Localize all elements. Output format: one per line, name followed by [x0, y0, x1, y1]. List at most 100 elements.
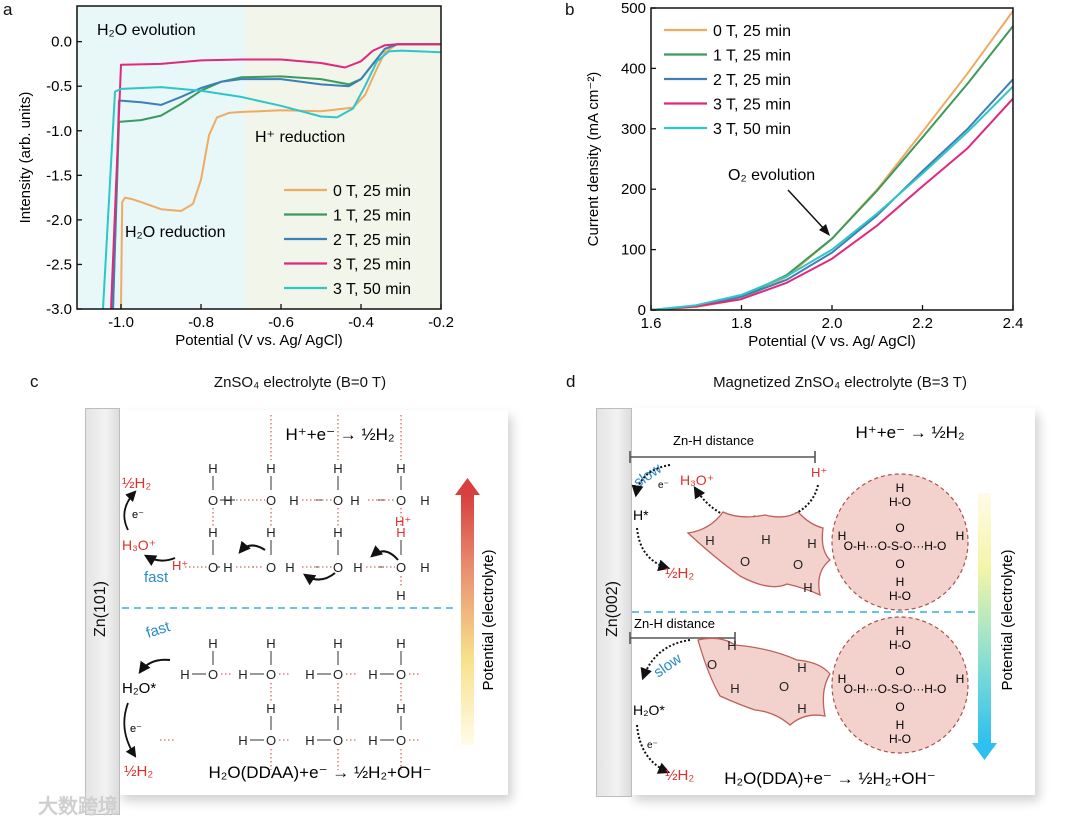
zn-electrode-d [596, 408, 632, 797]
y-tick-label: 300 [621, 121, 646, 138]
plot-frame [76, 5, 442, 310]
arrow-down-icon [972, 743, 997, 760]
oxygen-atom: O [740, 554, 750, 569]
y-tick-label: 400 [621, 60, 646, 77]
hydrogen-atom: H [180, 667, 189, 682]
zn-h-distance-label-2: Zn-H distance [634, 616, 715, 631]
annotation-arrow [787, 189, 827, 232]
proton-hop-arrow-1 [238, 540, 266, 554]
watermark: 大数跨境 [38, 796, 118, 818]
sulfate-label: H-O [889, 732, 911, 746]
x-tick-label: 1.8 [731, 315, 752, 332]
series-line-0 [120, 43, 441, 310]
legend-label: 3 T, 25 min [713, 97, 791, 114]
x-tick-label: 2.0 [822, 315, 843, 332]
oxygen-atom: O [396, 560, 406, 575]
electron-label-d2: e⁻ [647, 740, 658, 751]
hydrogen-atom: H [208, 461, 217, 476]
y-tick-label: -2.0 [46, 212, 72, 229]
region-0 [77, 6, 245, 309]
oxygen-atom: O [266, 733, 276, 748]
fast-label-c2: fast [144, 618, 173, 642]
sulfate-label: H [956, 529, 965, 543]
series-line-3 [110, 43, 441, 310]
panel-label-a: a [3, 0, 13, 19]
y-tick-label: 100 [621, 242, 646, 259]
oxygen-atom: O [266, 560, 276, 575]
oxygen-atom: O [396, 733, 406, 748]
legend-label: 0 T, 25 min [333, 183, 411, 200]
y-tick-label: -2.5 [46, 256, 72, 273]
electron-transfer-arrow-c2 [123, 702, 137, 758]
water-cluster-1 [686, 511, 831, 597]
oxygen-atom: O [793, 557, 803, 572]
y-tick-label: -0.5 [46, 78, 72, 95]
potential-gradient-bar-c [461, 495, 474, 745]
oxygen-atom: O [333, 667, 343, 682]
half-h2-bottom-d: ½H₂ [665, 767, 694, 784]
hydrogen-atom: H [396, 461, 405, 476]
hydrogen-atom: H [266, 701, 275, 716]
series-line-4 [650, 85, 1014, 311]
h-recombine-arrow [636, 527, 671, 572]
chart-a: -1.0 -0.8 -0.6 -0.4 -0.2 0.0 -0.5 -1.0 -1.5 -2.0 -… [17, 5, 454, 349]
panel-label-d: d [566, 372, 576, 391]
half-h2-bottom-c: ½H₂ [124, 763, 153, 780]
annotation-h2o-evolution: H₂O evolution [97, 22, 196, 39]
reaction-bottom-c: H₂O(DDAA)+e⁻ → ½H₂+OH⁻ [209, 763, 432, 782]
legend-label: 0 T, 25 min [713, 23, 791, 40]
sulfate-label: H [896, 481, 905, 495]
series-line-2 [112, 43, 441, 310]
hydronium-label-d: H₃O⁺ [680, 472, 714, 488]
annotation-h-reduction: H⁺ reduction [255, 129, 345, 146]
y-tick-label: 500 [621, 0, 646, 17]
diagram-c-title: ZnSO₄ electrolyte (B=0 T) [213, 374, 387, 391]
x-tick-label: 2.2 [912, 315, 933, 332]
hydrogen-atom: H [730, 681, 739, 696]
oxygen-atom: O [333, 560, 343, 575]
electron-transfer-arrow-c [123, 490, 137, 531]
chart-b: 1.6 1.8 2.0 2.2 2.4 0 100 200 300 400 500 Potential… [585, 0, 1024, 350]
hydrogen-atom: H [333, 525, 342, 540]
half-h2-top-c: ½H₂ [122, 475, 151, 492]
sulfate-label: H [896, 718, 905, 732]
hydrogen-atom: H [368, 733, 377, 748]
legend-label: 1 T, 25 min [713, 48, 791, 65]
diagram-d-title: Magnetized ZnSO₄ electrolyte (B=3 T) [713, 374, 967, 391]
sulfate-label: H-O [889, 495, 911, 509]
x-axis-label: Potential (V vs. Ag/ AgCl) [175, 332, 343, 349]
proton-label-c1: H⁺ [172, 558, 188, 573]
oxygen-atom: O [266, 667, 276, 682]
potential-gradient-bar-d [978, 493, 991, 743]
panel-label-b: b [565, 0, 575, 19]
series-line-2 [650, 78, 1014, 311]
legend-label: 3 T, 50 min [333, 281, 411, 298]
legend-label: 2 T, 25 min [713, 72, 791, 89]
hydrogen-atom: H [266, 525, 275, 540]
blocked-transfer-arrow [693, 484, 819, 525]
electron-label-c2: e⁻ [130, 723, 142, 735]
sulfate-label: O-H···O-S-O···H-O [844, 682, 947, 696]
oxygen-atom: O [208, 667, 218, 682]
hydrogen-atom: H [396, 588, 405, 603]
diagram-c-panel [118, 410, 508, 795]
oxygen-atom: O [208, 493, 218, 508]
oxygen-atom: O [396, 493, 406, 508]
hydrogen-atom: H [238, 733, 247, 748]
electron-transfer-arrow-d2 [636, 724, 671, 774]
hydrogen-atom: H [208, 525, 217, 540]
hydrogen-atom: H [333, 701, 342, 716]
hydrogen-atom: H [350, 493, 359, 508]
legend-label: 2 T, 25 min [333, 232, 411, 249]
hydrogen-atom: H [396, 525, 405, 540]
proton-label-d: H⁺ [811, 465, 827, 480]
sulfate-label: H-O [889, 638, 911, 652]
sulfate-label: O-H···O-S-O···H-O [844, 539, 947, 553]
fast-label-c1: fast [144, 569, 169, 586]
zn-electrode-c [85, 408, 120, 815]
oxygen-atom: O [266, 493, 276, 508]
slow-label-d2: slow [651, 650, 685, 681]
x-tick-label: 2.4 [1003, 315, 1024, 332]
